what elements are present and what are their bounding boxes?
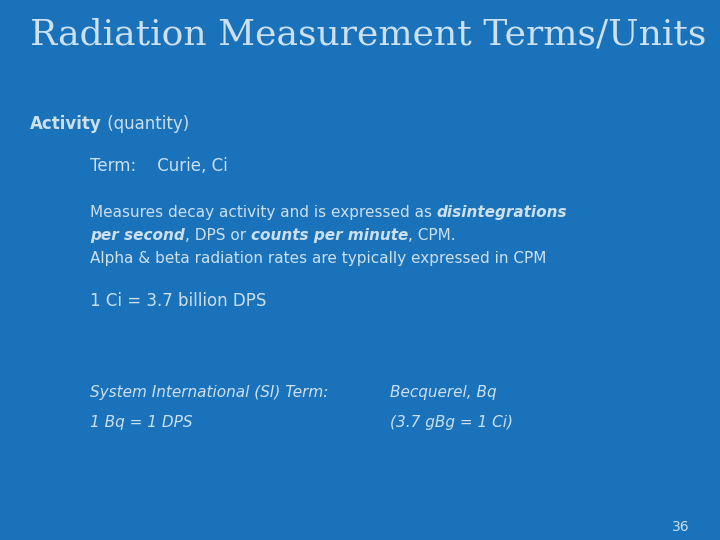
Text: (3.7 gBg = 1 Ci): (3.7 gBg = 1 Ci) [390, 415, 513, 430]
Text: disintegrations: disintegrations [437, 205, 567, 220]
Text: Becquerel, Bq: Becquerel, Bq [390, 385, 497, 400]
Text: per second: per second [90, 228, 185, 243]
Text: Term:    Curie, Ci: Term: Curie, Ci [90, 157, 228, 175]
Text: (quantity): (quantity) [102, 115, 189, 133]
Text: counts per minute: counts per minute [251, 228, 408, 243]
Text: 1 Bq = 1 DPS: 1 Bq = 1 DPS [90, 415, 192, 430]
Text: Radiation Measurement Terms/Units: Radiation Measurement Terms/Units [30, 18, 706, 52]
Text: 36: 36 [672, 520, 690, 534]
Text: Measures decay activity and is expressed as: Measures decay activity and is expressed… [90, 205, 437, 220]
Text: Alpha & beta radiation rates are typically expressed in CPM: Alpha & beta radiation rates are typical… [90, 251, 546, 266]
Text: System International (SI) Term:: System International (SI) Term: [90, 385, 328, 400]
Text: , CPM.: , CPM. [408, 228, 456, 243]
Text: 1 Ci = 3.7 billion DPS: 1 Ci = 3.7 billion DPS [90, 292, 266, 310]
Text: Activity: Activity [30, 115, 102, 133]
Text: , DPS or: , DPS or [185, 228, 251, 243]
